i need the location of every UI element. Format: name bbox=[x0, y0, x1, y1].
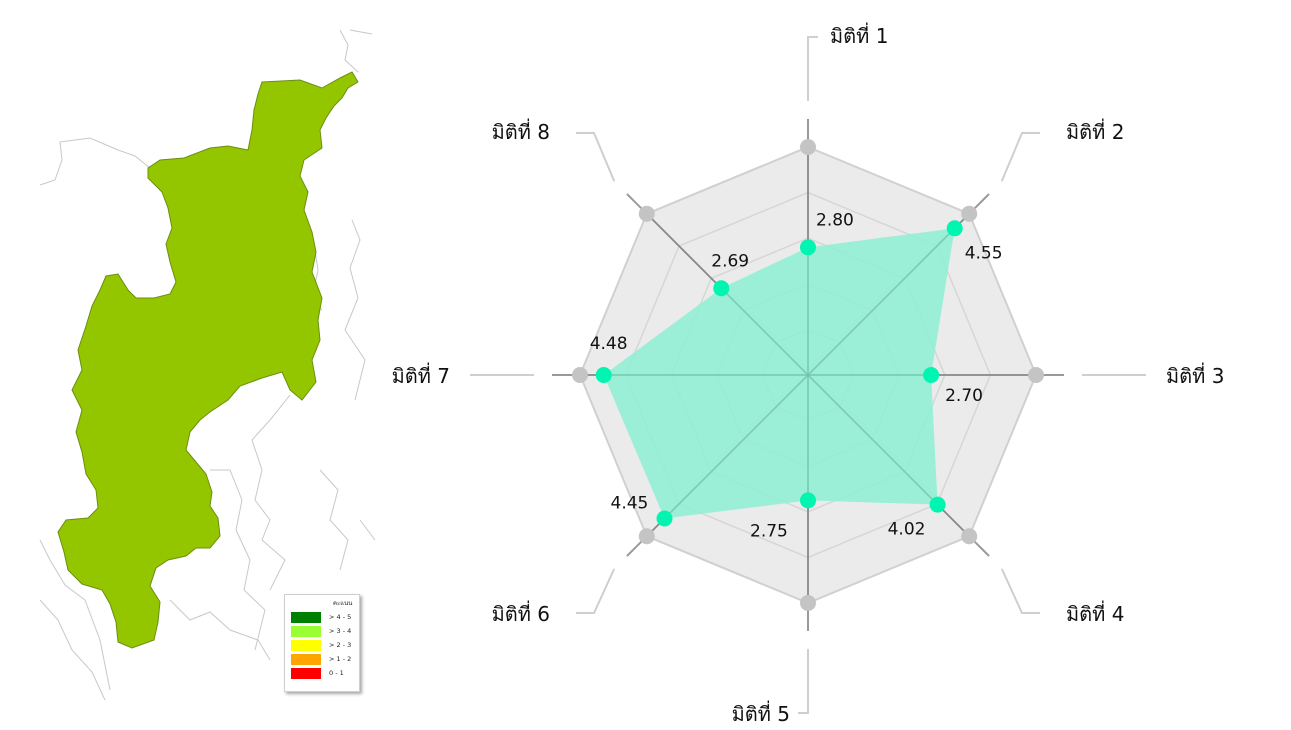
axis-label: มิติที่ 7 bbox=[392, 362, 450, 388]
radar-svg: 2.80 4.55 2.70 4.02 2.75 4.45 4.48 2.69 มิติที่ … bbox=[392, 22, 1225, 726]
legend-swatch bbox=[291, 654, 321, 665]
axis-end-marker bbox=[961, 205, 978, 222]
axis-label-connector bbox=[576, 568, 616, 614]
data-point bbox=[946, 220, 963, 237]
axis-end-marker bbox=[572, 367, 588, 383]
neighbor-boundaries bbox=[39, 29, 376, 701]
axis-spoke-overlay bbox=[720, 287, 809, 376]
data-label: 4.02 bbox=[888, 520, 926, 540]
series-area bbox=[603, 228, 955, 519]
legend-swatch bbox=[291, 612, 321, 623]
axis-label: มิติที่ 1 bbox=[830, 22, 888, 48]
axis-end-marker bbox=[638, 528, 655, 545]
axis-label: มิติที่ 6 bbox=[492, 600, 550, 626]
legend-item-label: > 3 - 4 bbox=[329, 627, 352, 635]
data-label: 2.70 bbox=[945, 386, 983, 406]
data-point bbox=[595, 367, 612, 383]
legend-swatch bbox=[291, 626, 321, 637]
data-label: 2.69 bbox=[711, 251, 749, 271]
legend-swatch bbox=[291, 640, 321, 651]
province-map: คะแนน > 4 - 5 > 3 - 4 > 2 - 3 > 1 - 2 0 … bbox=[0, 0, 380, 726]
data-point bbox=[713, 280, 730, 297]
legend-item-label: > 1 - 2 bbox=[329, 655, 352, 663]
legend-item-label: > 4 - 5 bbox=[329, 613, 352, 621]
axis-label: มิติที่ 8 bbox=[492, 118, 550, 144]
legend-title: คะแนน bbox=[333, 600, 353, 607]
axis-spoke-overlay bbox=[663, 374, 809, 520]
data-label: 4.55 bbox=[965, 243, 1003, 263]
axis-end-marker bbox=[961, 528, 978, 545]
axis-label: มิติที่ 4 bbox=[1066, 600, 1124, 626]
axis-spoke-overlay bbox=[807, 374, 939, 506]
axis-label-connector bbox=[1000, 568, 1040, 614]
axis-label-connector bbox=[807, 36, 818, 101]
legend-item: > 1 - 2 bbox=[291, 654, 355, 665]
data-label: 4.45 bbox=[611, 493, 649, 513]
legend-item-label: 0 - 1 bbox=[329, 669, 344, 677]
map-legend: คะแนน > 4 - 5 > 3 - 4 > 2 - 3 > 1 - 2 0 … bbox=[284, 594, 360, 692]
legend-item: > 2 - 3 bbox=[291, 640, 355, 651]
data-point bbox=[800, 239, 816, 256]
legend-item: > 4 - 5 bbox=[291, 612, 355, 623]
map-svg bbox=[39, 29, 376, 701]
data-point bbox=[929, 496, 946, 513]
legend-item-label: > 2 - 3 bbox=[329, 641, 352, 649]
axis-end-marker bbox=[1028, 367, 1044, 383]
axis-label-connector bbox=[1000, 132, 1040, 182]
axis-label-connector bbox=[576, 132, 616, 182]
axis-end-marker bbox=[800, 139, 816, 155]
data-label: 4.48 bbox=[590, 334, 628, 354]
radar-chart: 2.80 4.55 2.70 4.02 2.75 4.45 4.48 2.69 มิติที่ … bbox=[380, 0, 1291, 726]
data-label: 2.80 bbox=[816, 210, 854, 230]
province-shape[interactable] bbox=[57, 71, 359, 649]
legend-item: 0 - 1 bbox=[291, 668, 355, 679]
axis-end-marker bbox=[800, 595, 816, 611]
data-point bbox=[800, 492, 816, 509]
data-point bbox=[923, 367, 940, 383]
axis-label-connector bbox=[798, 649, 809, 714]
axis-end-marker bbox=[638, 205, 655, 222]
axis-spoke-overlay bbox=[807, 227, 956, 376]
axis-label: มิติที่ 3 bbox=[1166, 362, 1224, 388]
data-point bbox=[656, 510, 673, 527]
data-label: 2.75 bbox=[750, 521, 788, 541]
legend-swatch bbox=[291, 668, 321, 679]
axis-label: มิติที่ 2 bbox=[1066, 118, 1124, 144]
legend-item: > 3 - 4 bbox=[291, 626, 355, 637]
axis-label: มิติที่ 5 bbox=[732, 700, 790, 726]
